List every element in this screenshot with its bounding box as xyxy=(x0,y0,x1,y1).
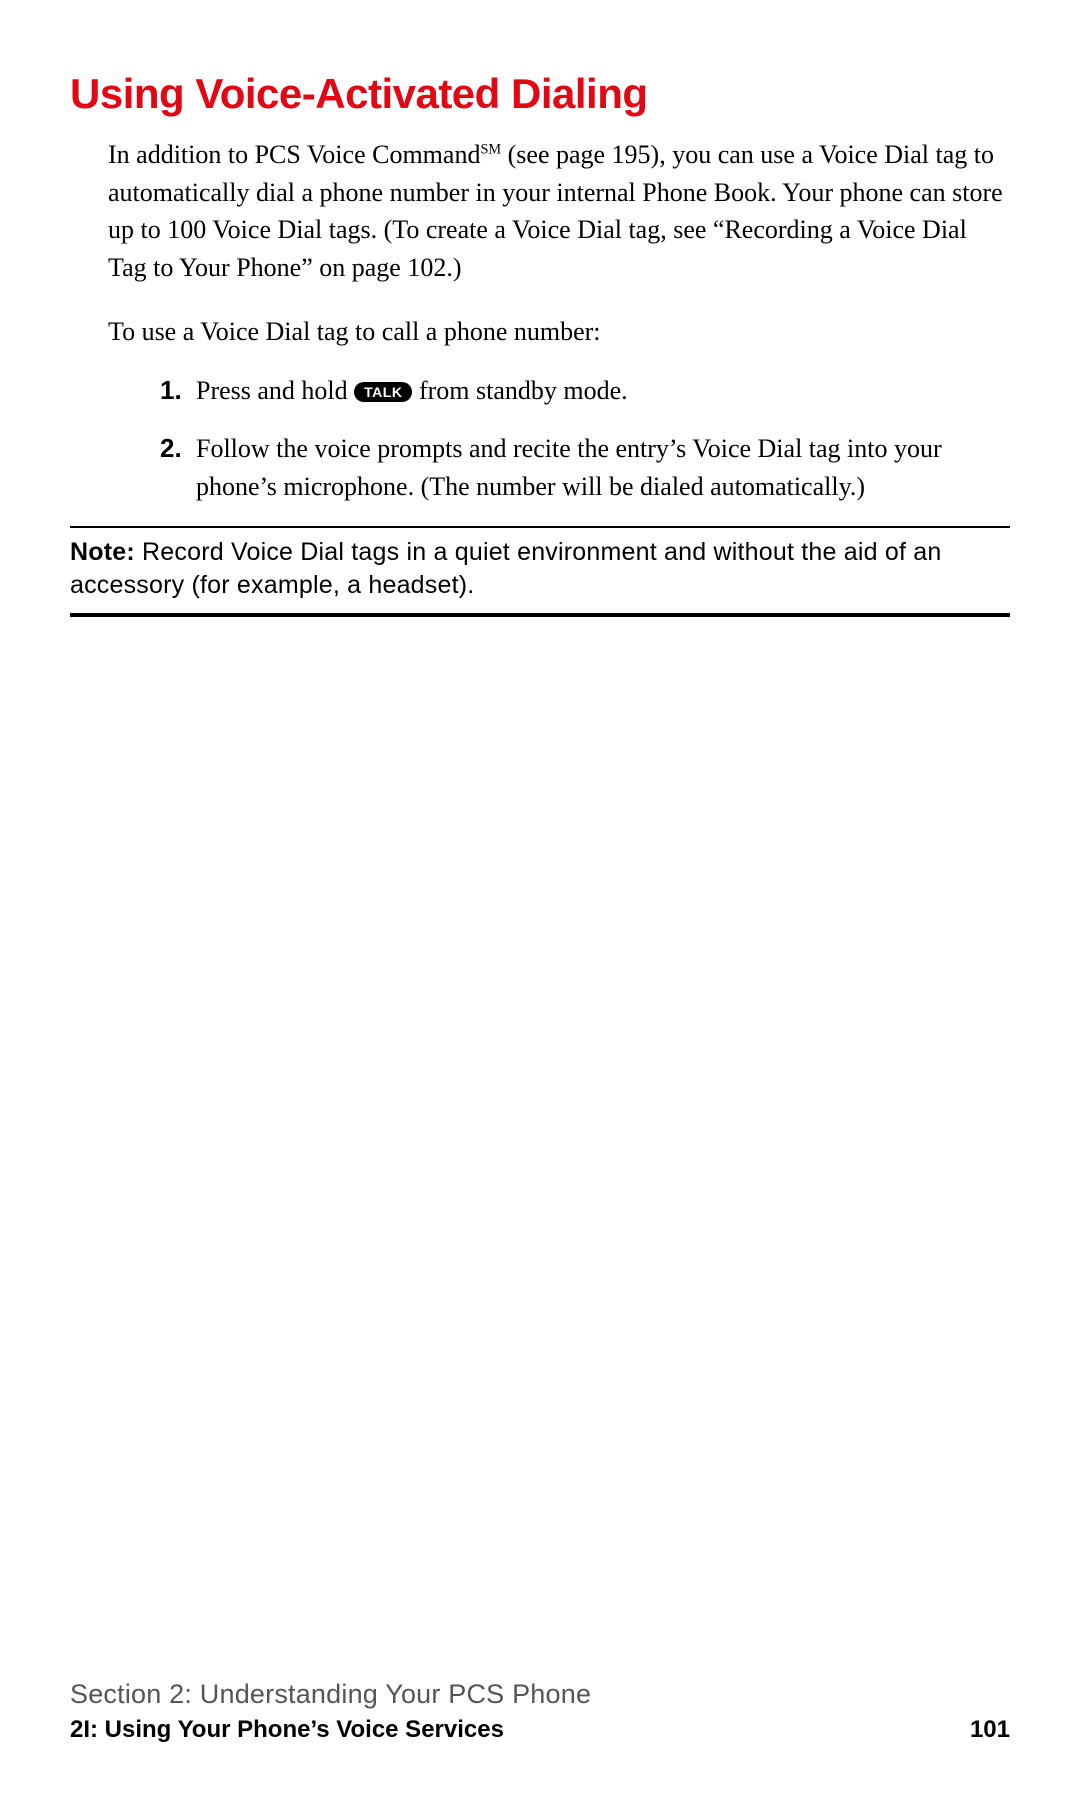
service-mark: SM xyxy=(480,141,501,157)
page-heading: Using Voice-Activated Dialing xyxy=(70,70,1010,118)
note-text: Record Voice Dial tags in a quiet enviro… xyxy=(70,538,941,600)
steps-list: 1. Press and hold TALK from standby mode… xyxy=(160,372,1010,505)
page-footer: Section 2: Understanding Your PCS Phone … xyxy=(70,1679,1010,1744)
step-number: 2. xyxy=(160,430,182,468)
note-label: Note: xyxy=(70,538,135,566)
step-item-1: 1. Press and hold TALK from standby mode… xyxy=(160,372,1010,410)
talk-button-icon: TALK xyxy=(354,382,412,402)
step-text-after: from standby mode. xyxy=(419,376,628,405)
footer-sub-line: 2I: Using Your Phone’s Voice Services xyxy=(70,1716,504,1744)
step-text-before: Press and hold xyxy=(196,376,354,405)
step-number: 1. xyxy=(160,372,182,410)
footer-page-number: 101 xyxy=(970,1716,1010,1744)
note-block: Note: Record Voice Dial tags in a quiet … xyxy=(70,526,1010,618)
step-item-2: 2. Follow the voice prompts and recite t… xyxy=(160,430,1010,505)
step-text: Follow the voice prompts and recite the … xyxy=(196,434,942,501)
footer-section-line: Section 2: Understanding Your PCS Phone xyxy=(70,1679,1010,1710)
intro-pre-sm: In addition to PCS Voice Command xyxy=(108,140,480,169)
lead-paragraph: To use a Voice Dial tag to call a phone … xyxy=(108,313,1010,351)
intro-paragraph: In addition to PCS Voice CommandSM (see … xyxy=(108,136,1010,287)
